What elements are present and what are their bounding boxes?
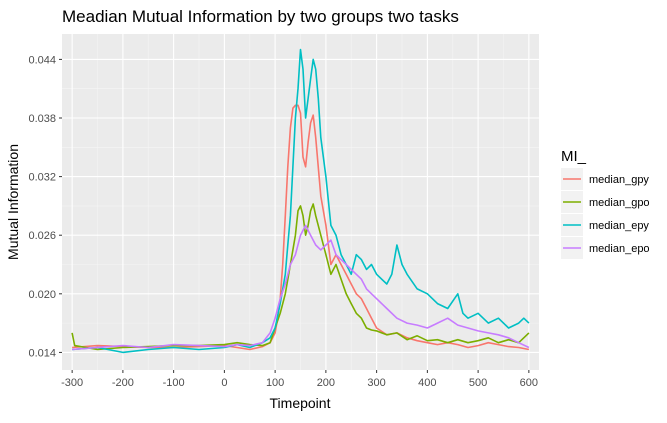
y-tick-label: 0.014 bbox=[28, 347, 56, 359]
series-line-median_epy bbox=[72, 48, 530, 354]
legend-label: median_gpy bbox=[589, 174, 649, 186]
x-axis: -300 -200 -100 0 100 200 300 400 500 600 bbox=[61, 370, 538, 389]
x-tick-label: -100 bbox=[163, 377, 185, 389]
y-tick-label: 0.032 bbox=[28, 172, 56, 184]
legend: MI_ median_gpy median_gpo median_epymedian… bbox=[561, 148, 650, 259]
y-tick-label: 0.044 bbox=[28, 54, 56, 66]
legend-title: MI_ bbox=[561, 148, 587, 165]
x-axis-label: Timepoint bbox=[270, 395, 331, 411]
grid-minor bbox=[62, 34, 539, 370]
y-axis-label: Mutual Information bbox=[5, 144, 21, 260]
series-line-median_gpy bbox=[72, 104, 530, 351]
y-tick-label: 0.026 bbox=[28, 230, 56, 242]
x-tick-label: -200 bbox=[112, 377, 134, 389]
series-layer bbox=[71, 48, 530, 354]
x-tick-label: 200 bbox=[317, 377, 335, 389]
legend-label: median_gpo bbox=[589, 197, 650, 209]
series-line-median_epo bbox=[72, 224, 530, 351]
x-tick-label: -300 bbox=[61, 377, 83, 389]
legend-label: median_epo bbox=[589, 243, 650, 255]
x-tick-label: 500 bbox=[469, 377, 487, 389]
chart-title: Meadian Mutual Information by two groups… bbox=[62, 7, 459, 26]
legend-label: median_epy bbox=[589, 220, 649, 232]
x-tick-label: 100 bbox=[266, 377, 284, 389]
y-tick-label: 0.020 bbox=[28, 289, 56, 301]
x-tick-label: 300 bbox=[367, 377, 385, 389]
x-tick-label: 400 bbox=[418, 377, 436, 389]
y-tick-label: 0.038 bbox=[28, 113, 56, 125]
series-line-median_gpo bbox=[71, 203, 530, 351]
x-tick-label: 600 bbox=[520, 377, 538, 389]
x-tick-label: 0 bbox=[221, 377, 227, 389]
y-axis: 0.014 0.020 0.026 0.032 0.038 0.044 bbox=[28, 54, 62, 359]
